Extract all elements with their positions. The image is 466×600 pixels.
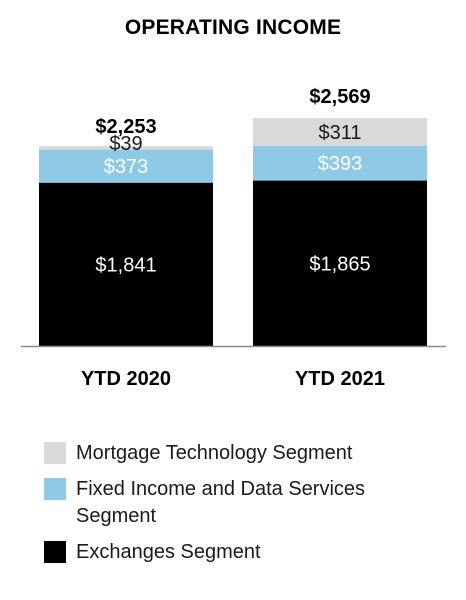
bar-segment-ytd-2020-0	[39, 182, 213, 346]
data-label-ytd-2021-0: $1,865	[309, 253, 370, 275]
legend-item-mortgage: Mortgage Technology Segment	[44, 440, 444, 467]
data-label-ytd-2020-2: $39	[109, 133, 142, 155]
bar-segment-ytd-2020-1	[39, 149, 213, 183]
legend-label-fixed-income: Fixed Income and Data Services Segment	[76, 478, 366, 527]
legend-label-exchanges: Exchanges Segment	[76, 541, 261, 563]
category-label-ytd-2021: YTD 2021	[295, 368, 385, 390]
bar-segment-ytd-2020-2	[39, 146, 213, 150]
bar-segment-ytd-2021-0	[253, 180, 427, 346]
data-label-ytd-2020-0: $1,841	[95, 254, 156, 276]
total-label-ytd-2021: $2,569	[309, 86, 370, 108]
data-label-ytd-2020-1: $373	[104, 156, 149, 178]
legend-swatch-fixed-income	[44, 478, 66, 500]
legend: Mortgage Technology Segment Fixed Income…	[44, 440, 444, 575]
chart-title: OPERATING INCOME	[124, 16, 342, 39]
data-label-ytd-2021-2: $311	[318, 122, 361, 144]
legend-label-mortgage: Mortgage Technology Segment	[76, 442, 353, 464]
total-label-ytd-2020: $2,253	[95, 116, 156, 138]
bar-segment-ytd-2021-2	[253, 118, 427, 146]
legend-item-exchanges: Exchanges Segment	[44, 539, 444, 566]
legend-item-fixed-income: Fixed Income and Data Services Segment	[44, 476, 444, 530]
data-label-ytd-2021-1: $393	[318, 153, 363, 175]
bar-segment-ytd-2021-1	[253, 145, 427, 181]
category-label-ytd-2020: YTD 2020	[81, 368, 171, 390]
operating-income-chart: $1,841 $373$39$2,253 YTD 2020 $1,865 $393 $31…	[21, 86, 446, 390]
legend-swatch-exchanges	[44, 541, 66, 563]
legend-swatch-mortgage	[44, 442, 66, 464]
